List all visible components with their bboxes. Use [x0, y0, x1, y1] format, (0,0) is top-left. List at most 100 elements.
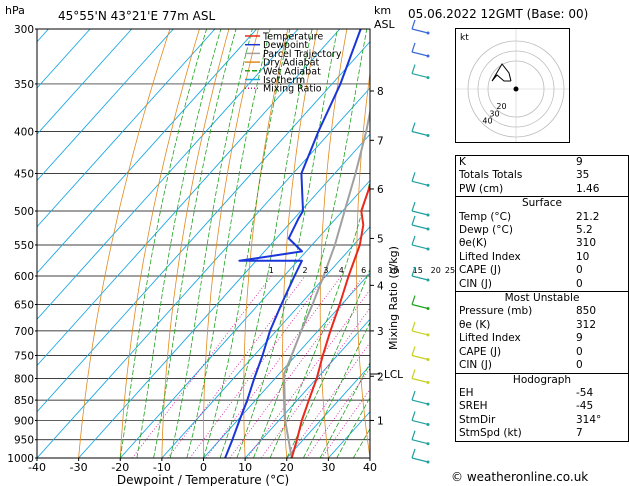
mixing-ratio-line [306, 367, 370, 458]
wind-barb [411, 201, 430, 217]
surface-row: Dewp (°C) 5.2 [456, 224, 628, 237]
wet-adiabat [153, 29, 237, 458]
surface-value: 0 [576, 277, 583, 290]
most-unstable-value: 0 [576, 359, 583, 372]
wind-barb [411, 390, 430, 406]
wind-barb-shaft [411, 51, 429, 57]
wind-barb-base [426, 307, 430, 311]
hodograph-param-key: EH [459, 386, 474, 399]
wind-barb-shaft [411, 275, 429, 281]
surface-value: 21.2 [576, 210, 600, 223]
pressure-tick-label: 700 [14, 326, 34, 338]
index-key: K [459, 156, 466, 168]
wind-barb [411, 215, 430, 231]
datetime-title: 05.06.2022 12GMT (Base: 00) [408, 7, 588, 21]
wind-barb-feather [411, 235, 416, 246]
wet-adiabat [286, 267, 370, 458]
most-unstable-value: 9 [576, 332, 583, 345]
wind-barb-base [426, 422, 430, 426]
pressure-tick-label: 550 [14, 240, 34, 252]
hodograph-ring-label: 30 [489, 109, 499, 118]
wet-adiabat [119, 29, 207, 458]
most-unstable-row: Lifted Index 9 [456, 332, 628, 345]
location-title: 45°55'N 43°21'E 77m ASL [58, 9, 215, 23]
index-row: Totals Totals 35 [456, 169, 628, 182]
most-unstable-key: Pressure (mb) [459, 305, 533, 318]
wind-barb-shaft [411, 244, 429, 250]
mixing-ratio-label: 15 [413, 266, 423, 275]
isotherm-line [286, 364, 370, 458]
wind-barb-shaft [411, 399, 429, 405]
wind-barb-feather [411, 295, 416, 305]
most-unstable-key: CAPE (J) [459, 345, 502, 358]
temperature-tick-label: -30 [70, 461, 88, 474]
dry-adiabat [426, 29, 453, 458]
wind-barb [411, 448, 430, 464]
legend-label: Isotherm [263, 75, 305, 86]
isotherm-line [37, 41, 370, 413]
height-tick-label: 5 [377, 233, 384, 245]
index-key: PW (cm) [459, 182, 504, 195]
mixing-ratio-label: 25 [445, 266, 455, 275]
temperature-tick-label: 0 [200, 461, 207, 474]
wind-barb-feather [411, 411, 416, 421]
pressure-tick-label: 750 [14, 350, 34, 362]
mixing-ratio-label: 1 [269, 266, 274, 275]
surface-key: CIN (J) [459, 277, 492, 290]
hodograph-param-row: SREH -45 [456, 400, 628, 413]
mixing-ratio-line [229, 275, 364, 458]
pressure-tick-label: 400 [14, 127, 34, 139]
wet-adiabat [236, 29, 338, 458]
wind-barb-shaft [411, 73, 429, 79]
wind-barb-shaft [411, 330, 429, 336]
mixing-ratio-axis-label: Mixing Ratio (g/kg) [387, 246, 400, 350]
temperature-tick-label: 30 [321, 461, 335, 474]
x-axis-label: Dewpoint / Temperature (°C) [117, 473, 289, 486]
indices-table: K 9 Totals Totals 35 PW (cm) 1.46 Surface Tem… [455, 155, 629, 442]
temperature-tick-label: 40 [363, 461, 377, 474]
wind-barb-base [426, 402, 430, 406]
surface-key: Lifted Index [459, 250, 521, 263]
temperature-tick-label: -40 [28, 461, 46, 474]
mixing-ratio-line [205, 275, 342, 458]
wet-adiabat [219, 29, 313, 458]
wind-barb-base [426, 247, 430, 251]
wet-adiabat [169, 29, 253, 458]
most-unstable-row: CIN (J) 0 [456, 359, 628, 372]
mixing-ratio-label: 6 [361, 266, 366, 275]
isotherm-line [37, 29, 216, 228]
wind-barb-base [426, 183, 430, 187]
legend-label: Parcel Trajectory [263, 49, 342, 60]
wind-barb [411, 235, 430, 251]
legend-label: Dewpoint [263, 40, 308, 51]
mixing-ratio-label: 20 [431, 266, 441, 275]
wet-adiabat [203, 29, 291, 458]
pressure-tick-label: 600 [14, 271, 34, 283]
pressure-tick-label: 350 [14, 79, 34, 91]
hodograph-kt-label: kt [460, 33, 469, 43]
mixing-ratio-line [131, 275, 272, 458]
mixing-ratio-line [286, 341, 370, 458]
wind-barb-feather [411, 346, 416, 356]
surface-row: θe(K) 310 [456, 237, 628, 250]
pressure-tick-label: 450 [14, 168, 34, 180]
wind-barb-base [426, 54, 430, 58]
wet-adiabat [319, 361, 370, 458]
height-tick-label: 1 [377, 415, 384, 427]
mixing-ratio-label: 8 [378, 266, 383, 275]
wind-barb-feather [411, 390, 416, 401]
pressure-tick-label: 950 [14, 435, 34, 447]
wind-barb-shaft [411, 180, 429, 186]
hpa-label: hPa [5, 4, 25, 17]
wind-barb-feather [411, 122, 416, 132]
hodograph-trace [491, 63, 512, 82]
wind-barb-base [426, 333, 430, 337]
dry-adiabat [202, 29, 259, 458]
hodograph-storm-marker [513, 86, 519, 92]
wind-barb [411, 122, 430, 138]
hodograph-param-key: StmDir [459, 413, 496, 426]
wind-barb-base [426, 213, 430, 217]
most-unstable-value: 312 [576, 318, 597, 331]
index-row: PW (cm) 1.46 [456, 183, 628, 196]
